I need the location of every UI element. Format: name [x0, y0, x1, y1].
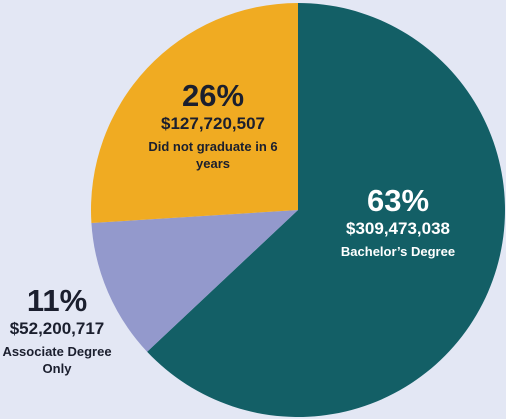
pie-slice — [91, 210, 298, 352]
category-label: Did not graduate in 6 years — [148, 139, 278, 171]
category-label: Associate Degree Only — [2, 344, 112, 376]
amount-label: $127,720,507 — [161, 114, 265, 133]
category-label: Bachelor’s Degree — [340, 244, 456, 259]
pie-slice — [91, 3, 299, 223]
amount-label: $52,200,717 — [9, 319, 105, 338]
percent-label: 26% — [181, 78, 245, 113]
slice-label: 11% $52,200,717 Associate Degree Only — [2, 284, 112, 377]
amount-label: $309,473,038 — [346, 219, 450, 238]
pie-slice — [147, 3, 505, 418]
slice-label: 26% $127,720,507 Did not graduate in 6 yea… — [148, 79, 278, 172]
slice-label: 63% $309,473,038 Bachelor’s Degree — [323, 184, 473, 260]
percent-label: 11% — [26, 283, 88, 318]
percent-label: 63% — [366, 183, 430, 218]
